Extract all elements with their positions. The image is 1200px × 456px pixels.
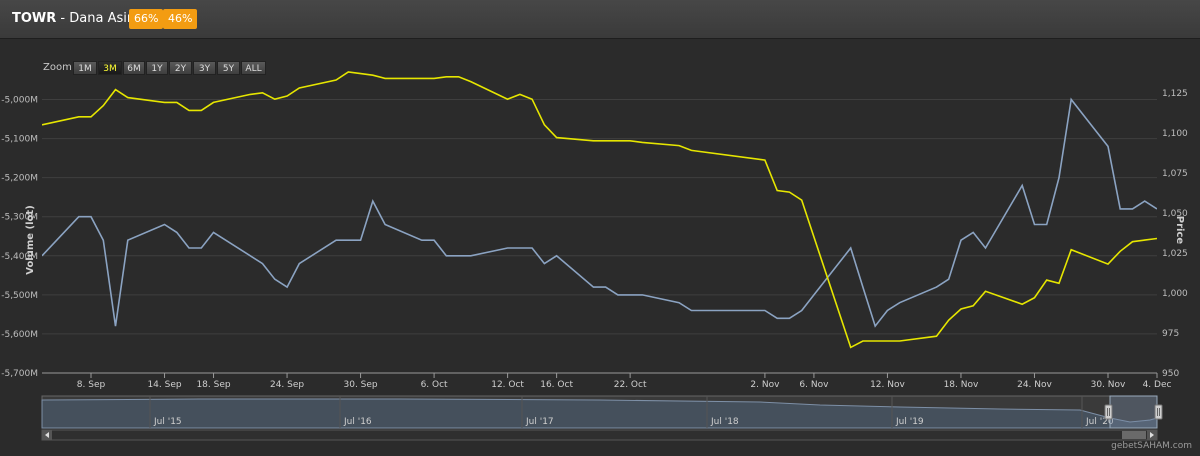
y-left-tick-label: -5,200M bbox=[1, 174, 38, 184]
y-right-tick-label: 1,000 bbox=[1162, 289, 1188, 299]
y-left-tick-label: -5,500M bbox=[1, 291, 38, 301]
x-tick-label: 24. Sep bbox=[270, 380, 304, 390]
scrollbar-track[interactable] bbox=[42, 430, 1157, 440]
navigator-label: Jul '18 bbox=[710, 417, 739, 427]
navigator-label: Jul '19 bbox=[895, 417, 924, 427]
y-right-tick-label: 1,075 bbox=[1162, 169, 1188, 179]
navigator-handle-left[interactable] bbox=[1105, 405, 1112, 419]
x-tick-label: 30. Nov bbox=[1091, 380, 1126, 390]
y-axis-right-title: Price bbox=[1174, 216, 1185, 245]
x-tick-label: 4. Dec bbox=[1143, 380, 1172, 390]
x-tick-label: 24. Nov bbox=[1017, 380, 1052, 390]
x-tick-label: 22. Oct bbox=[614, 380, 647, 390]
y-right-tick-label: 1,100 bbox=[1162, 129, 1188, 139]
y-right-tick-label: 975 bbox=[1162, 329, 1179, 339]
y-right-tick-label: 1,025 bbox=[1162, 249, 1188, 259]
y-left-tick-label: -5,100M bbox=[1, 135, 38, 145]
x-tick-label: 18. Nov bbox=[944, 380, 979, 390]
x-tick-label: 16. Oct bbox=[540, 380, 573, 390]
navigator-selection[interactable] bbox=[1110, 396, 1157, 428]
x-tick-label: 6. Oct bbox=[421, 380, 448, 390]
x-axis: 8. Sep 14. Sep 18. Sep 24. Sep 30. Sep 6. Oct… bbox=[42, 373, 1171, 390]
x-tick-label: 2. Nov bbox=[750, 380, 780, 390]
navigator-label: Jul '15 bbox=[153, 417, 182, 427]
x-tick-label: 12. Nov bbox=[870, 380, 905, 390]
y-axis-left-title: Volume (lot) bbox=[25, 205, 36, 275]
navigator-handle-right[interactable] bbox=[1155, 405, 1162, 419]
y-right-tick-label: 950 bbox=[1162, 369, 1179, 379]
navigator-label: Jul '17 bbox=[525, 417, 554, 427]
x-tick-label: 12. Oct bbox=[491, 380, 524, 390]
y-left-tick-label: -5,000M bbox=[1, 96, 38, 106]
y-right-tick-label: 1,125 bbox=[1162, 89, 1188, 99]
x-tick-label: 18. Sep bbox=[196, 380, 230, 390]
scroll-right-arrow-icon[interactable] bbox=[1147, 430, 1157, 440]
y-left-tick-label: -5,700M bbox=[1, 369, 38, 379]
x-tick-label: 14. Sep bbox=[147, 380, 181, 390]
x-tick-label: 30. Sep bbox=[344, 380, 378, 390]
watermark: gebetSAHAM.com bbox=[1111, 441, 1192, 451]
x-tick-label: 6. Nov bbox=[799, 380, 829, 390]
y-left-tick-label: -5,600M bbox=[1, 330, 38, 340]
scroll-left-arrow-icon[interactable] bbox=[42, 430, 52, 440]
scrollbar-thumb[interactable] bbox=[1122, 431, 1146, 439]
series-lines bbox=[42, 72, 1157, 347]
price-series-line bbox=[42, 72, 1157, 347]
navigator[interactable]: Jul '15 Jul '16 Jul '17 Jul '18 Jul '19 Jul '… bbox=[42, 396, 1162, 440]
x-tick-label: 8. Sep bbox=[77, 380, 106, 390]
navigator-label: Jul '16 bbox=[343, 417, 372, 427]
